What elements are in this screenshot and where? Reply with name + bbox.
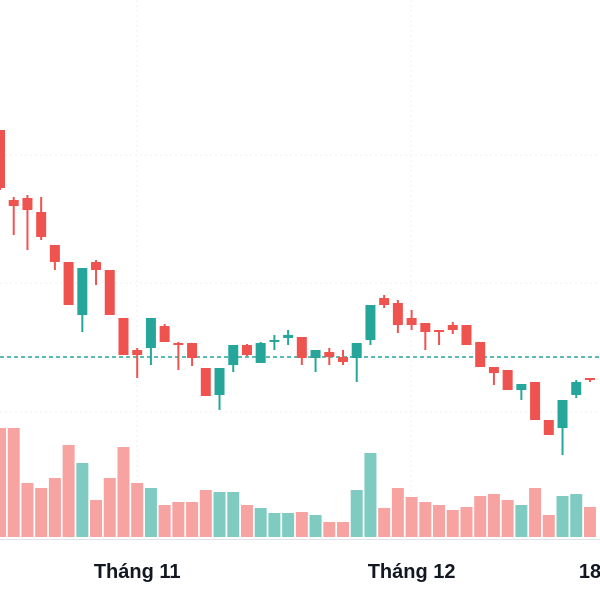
volume-bar bbox=[570, 494, 583, 537]
candle-body bbox=[36, 212, 47, 237]
x-tick-label: Tháng 11 bbox=[94, 561, 181, 583]
candle-body bbox=[379, 298, 390, 305]
volume-bar bbox=[158, 505, 171, 537]
candle-body bbox=[420, 323, 431, 332]
volume-bar bbox=[282, 513, 295, 537]
candle-body bbox=[406, 318, 417, 325]
candle-body bbox=[187, 343, 198, 358]
candle-body bbox=[255, 343, 266, 363]
x-tick-label: 18 bbox=[579, 561, 600, 583]
volume-bar bbox=[542, 515, 555, 537]
volume-bar bbox=[515, 505, 528, 537]
volume-bar bbox=[268, 513, 281, 537]
candle-body bbox=[338, 357, 348, 362]
volume-bar bbox=[186, 502, 199, 537]
volume-bar bbox=[21, 483, 34, 537]
volume-bar bbox=[240, 505, 253, 537]
volume-bar bbox=[295, 512, 308, 537]
candle-body bbox=[324, 352, 335, 357]
candle-body bbox=[365, 305, 376, 340]
volume-bar bbox=[254, 508, 267, 537]
candle-body bbox=[461, 325, 472, 345]
candle-body bbox=[241, 345, 252, 355]
x-tick-label: Tháng 12 bbox=[368, 561, 456, 583]
candle-body bbox=[8, 200, 19, 206]
volume-bar bbox=[131, 483, 144, 537]
candle-body bbox=[91, 262, 102, 270]
volume-bar bbox=[337, 522, 349, 537]
volume-bar bbox=[583, 507, 596, 537]
volume-bar bbox=[90, 500, 103, 537]
candle-body bbox=[63, 262, 74, 305]
candle-body bbox=[475, 342, 486, 367]
volume-bar bbox=[144, 488, 157, 537]
volume-bar bbox=[323, 522, 336, 537]
candle-body bbox=[516, 384, 527, 390]
candle-body bbox=[530, 382, 541, 420]
volume-bar bbox=[446, 510, 459, 537]
candle-body bbox=[214, 368, 225, 395]
volume-bar bbox=[76, 463, 89, 537]
volume-bar bbox=[213, 492, 226, 537]
volume-bar bbox=[35, 488, 48, 537]
volume-bar bbox=[419, 502, 432, 537]
candle-body bbox=[584, 378, 595, 380]
volume-bar bbox=[62, 445, 75, 537]
volume-bar bbox=[378, 508, 391, 537]
volume-bar bbox=[309, 515, 322, 537]
candle-body bbox=[159, 326, 170, 342]
candle-body bbox=[296, 337, 307, 358]
volume-bar bbox=[405, 497, 418, 537]
candle-body bbox=[571, 382, 582, 395]
candle-body bbox=[488, 367, 499, 373]
volume-bar bbox=[433, 505, 446, 537]
volume-bar bbox=[487, 494, 500, 537]
candle-body bbox=[132, 350, 143, 355]
volume-bar bbox=[460, 507, 473, 537]
candle-body bbox=[434, 330, 445, 332]
candle-body bbox=[351, 343, 362, 358]
candle-body bbox=[283, 335, 294, 338]
candle-body bbox=[118, 318, 129, 355]
candle-body bbox=[104, 270, 115, 315]
candle-body bbox=[447, 325, 458, 330]
candle-body bbox=[392, 303, 403, 325]
candle-body bbox=[173, 343, 184, 345]
candle-body bbox=[269, 340, 280, 342]
candle-body bbox=[22, 198, 33, 210]
volume-bar bbox=[172, 502, 185, 537]
candle-body bbox=[145, 318, 156, 348]
candle-body bbox=[49, 245, 60, 262]
volume-bar bbox=[7, 428, 20, 537]
volume-bar bbox=[556, 496, 569, 537]
volume-bar bbox=[0, 428, 6, 537]
candle-body bbox=[228, 345, 239, 365]
candle-body bbox=[0, 130, 5, 188]
volume-bar bbox=[48, 478, 61, 537]
candle-body bbox=[310, 350, 321, 358]
volume-bar bbox=[199, 490, 212, 537]
volume-bar bbox=[501, 500, 514, 537]
candle-body bbox=[557, 400, 568, 428]
candle-body bbox=[77, 268, 88, 315]
candle-body bbox=[543, 420, 554, 435]
volume-bar bbox=[364, 453, 377, 537]
candle-body bbox=[502, 370, 513, 390]
volume-bar bbox=[474, 496, 487, 537]
volume-bar bbox=[227, 492, 240, 537]
volume-bar bbox=[529, 488, 542, 537]
volume-bar bbox=[391, 488, 404, 537]
volume-bar bbox=[350, 490, 363, 537]
candle-body bbox=[200, 368, 211, 396]
volume-bar bbox=[103, 478, 116, 537]
volume-bar bbox=[117, 447, 130, 537]
